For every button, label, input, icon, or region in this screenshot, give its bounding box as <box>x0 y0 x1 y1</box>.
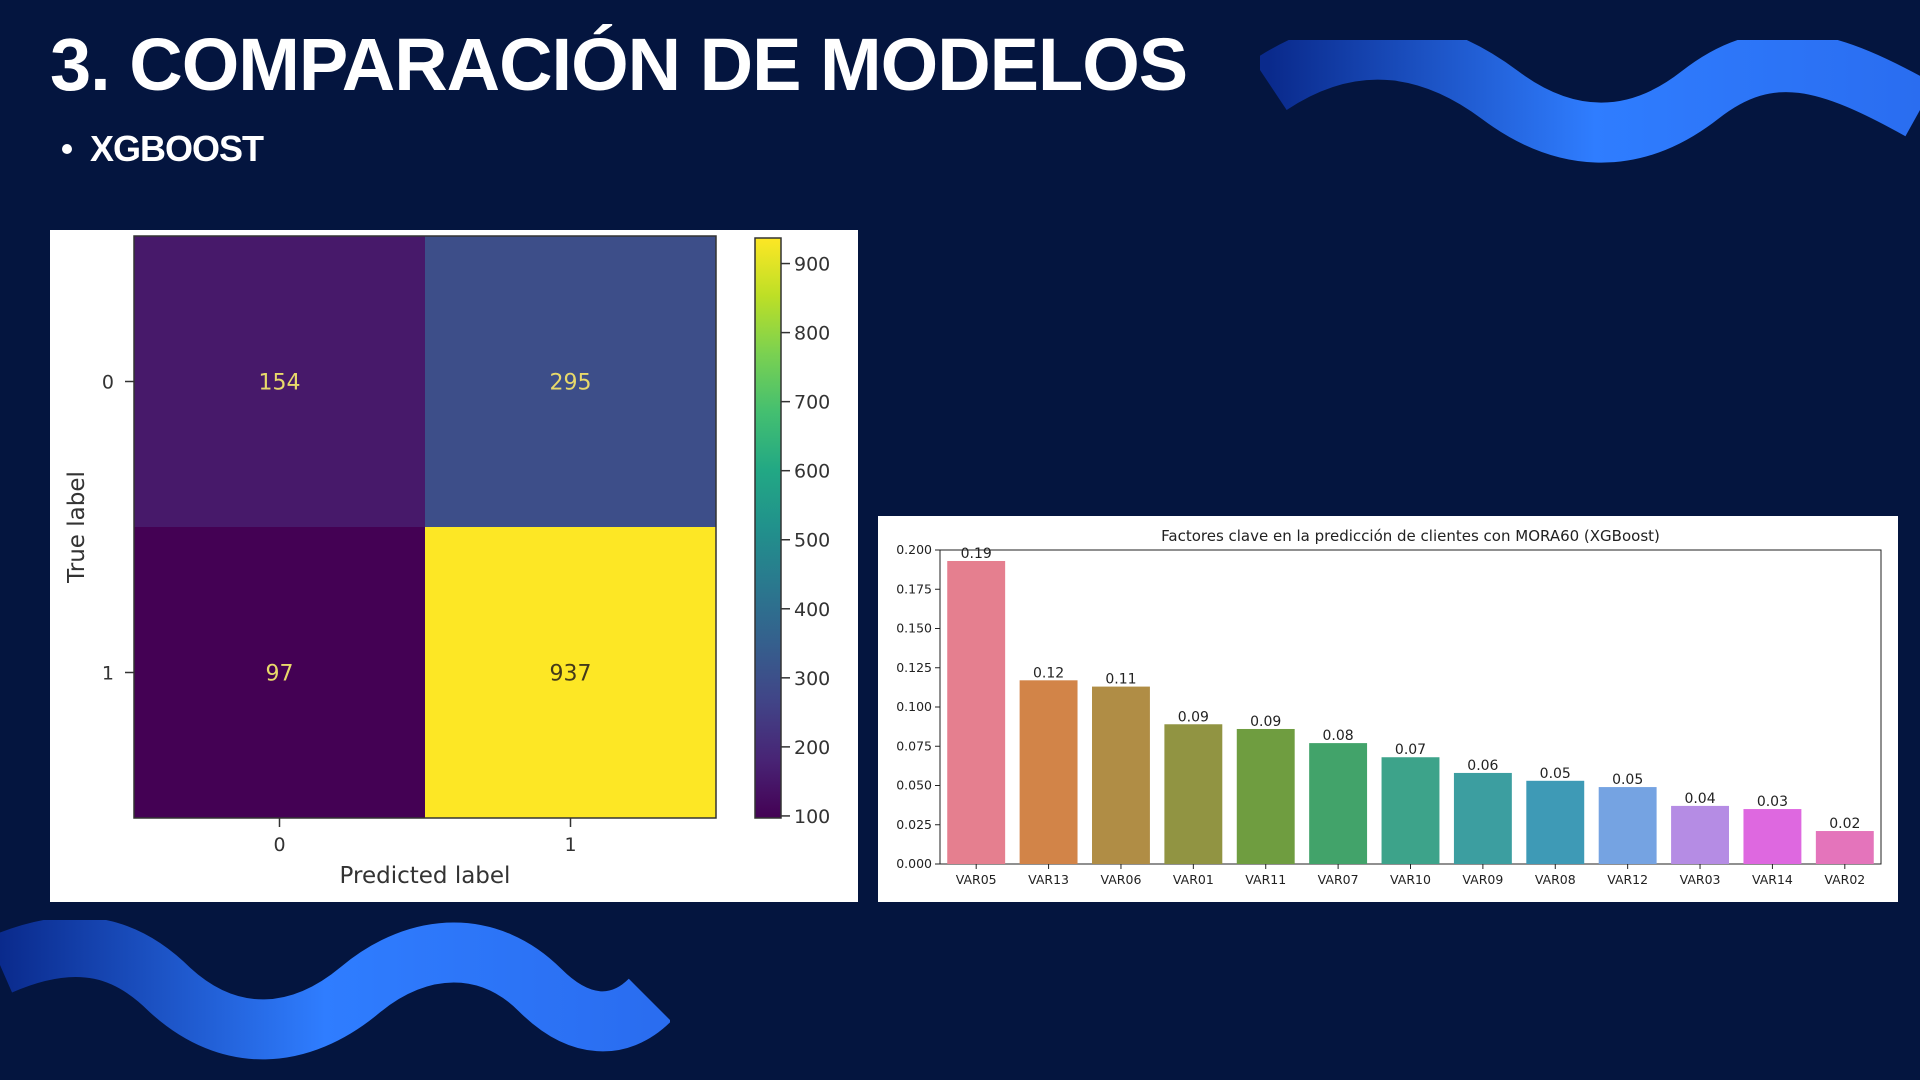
x-axis-label: Predicted label <box>340 863 511 889</box>
x-tick-label: VAR03 <box>1680 872 1721 887</box>
bar <box>1309 743 1368 864</box>
feature-importance-chart: Factores clave en la predicción de clien… <box>896 527 1882 887</box>
colorbar <box>754 237 782 819</box>
x-tick-label: 1 <box>564 834 576 856</box>
y-tick-label: 0.200 <box>896 542 932 557</box>
matrix-cell <box>425 527 716 818</box>
x-tick-label: 0 <box>273 834 285 856</box>
bar-data-label: 0.05 <box>1540 766 1571 782</box>
bar <box>1671 805 1729 864</box>
x-tick-label: VAR11 <box>1245 872 1286 887</box>
confusion-matrix-chart: 154 295 97 937 0 1 0 1 Predicted label True label… <box>64 235 830 889</box>
bar <box>947 560 1006 864</box>
matrix-cell <box>134 236 425 527</box>
matrix-cell-value: 154 <box>259 371 301 396</box>
matrix-cell-value: 295 <box>550 371 592 396</box>
bar <box>1381 757 1440 864</box>
y-tick-label: 0.075 <box>896 738 932 753</box>
y-tick-label: 0.100 <box>896 699 932 714</box>
bar <box>1019 680 1078 864</box>
colorbar-tick-label: 500 <box>794 530 830 552</box>
x-tick-label: VAR09 <box>1462 872 1503 887</box>
matrix-cell-value: 97 <box>266 662 294 687</box>
x-tick-label: VAR02 <box>1824 872 1865 887</box>
bar <box>1092 686 1150 864</box>
colorbar-tick-label: 700 <box>794 392 830 414</box>
bar <box>1236 728 1295 864</box>
x-tick-label: VAR14 <box>1752 872 1793 887</box>
x-tick-label: VAR08 <box>1535 872 1576 887</box>
bar-data-label: 0.12 <box>1033 665 1064 681</box>
bar-data-label: 0.07 <box>1395 742 1426 758</box>
colorbar-tick-label: 300 <box>794 668 830 690</box>
y-tick-label: 0.000 <box>896 856 932 871</box>
x-tick-label: VAR01 <box>1173 872 1214 887</box>
bar <box>1526 780 1585 864</box>
colorbar-tick-label: 900 <box>794 254 830 276</box>
chart-title: Factores clave en la predicción de clien… <box>1161 527 1660 545</box>
page-title: 3. COMPARACIÓN DE MODELOS <box>50 23 1188 106</box>
bar-data-label: 0.06 <box>1467 758 1498 774</box>
bar-data-label: 0.19 <box>961 546 992 562</box>
y-tick-label: 0.150 <box>896 621 932 636</box>
bar <box>1598 787 1657 864</box>
bar-data-label: 0.03 <box>1757 794 1788 810</box>
bar-data-label: 0.05 <box>1612 772 1643 788</box>
colorbar-tick-label: 400 <box>794 599 830 621</box>
colorbar-tick-label: 800 <box>794 323 830 345</box>
matrix-cell <box>134 527 425 818</box>
y-tick-label: 1 <box>102 663 114 685</box>
x-tick-label: VAR06 <box>1101 872 1142 887</box>
bar-data-label: 0.04 <box>1684 791 1715 807</box>
x-tick-label: VAR07 <box>1318 872 1359 887</box>
x-tick-label: VAR05 <box>956 872 997 887</box>
feature-importance-panel: Factores clave en la predicción de clien… <box>878 516 1898 902</box>
bar <box>1743 809 1802 864</box>
wave-decoration-bottom-left <box>0 920 670 1060</box>
colorbar-tick-label: 200 <box>794 737 830 759</box>
bar-data-label: 0.08 <box>1323 728 1354 744</box>
matrix-cell <box>425 236 716 527</box>
y-tick-label: 0 <box>102 372 114 394</box>
matrix-frame <box>133 235 717 819</box>
bullet-item: XGBOOST <box>62 128 264 170</box>
matrix-cell-value: 937 <box>550 662 592 687</box>
y-axis-label: True label <box>64 471 90 584</box>
bar-data-label: 0.11 <box>1105 672 1136 688</box>
bar <box>1815 831 1874 864</box>
wave-decoration-top-right <box>1260 40 1920 163</box>
y-tick-label: 0.125 <box>896 660 932 675</box>
y-tick-label: 0.175 <box>896 581 932 596</box>
colorbar-tick-label: 600 <box>794 461 830 483</box>
x-tick-label: VAR10 <box>1390 872 1431 887</box>
bar <box>1453 772 1512 864</box>
y-tick-label: 0.025 <box>896 817 932 832</box>
confusion-matrix-panel: 154 295 97 937 0 1 0 1 Predicted label True label… <box>50 230 858 902</box>
bar-data-label: 0.09 <box>1178 709 1209 725</box>
y-tick-label: 0.050 <box>896 778 932 793</box>
x-tick-label: VAR12 <box>1607 872 1648 887</box>
x-tick-label: VAR13 <box>1028 872 1069 887</box>
bullet-dot-icon <box>62 144 72 154</box>
bar-data-label: 0.09 <box>1250 714 1281 730</box>
bullet-label: XGBOOST <box>90 128 264 169</box>
bar <box>1164 724 1223 864</box>
bar-data-label: 0.02 <box>1829 816 1860 832</box>
colorbar-tick-label: 100 <box>794 806 830 828</box>
